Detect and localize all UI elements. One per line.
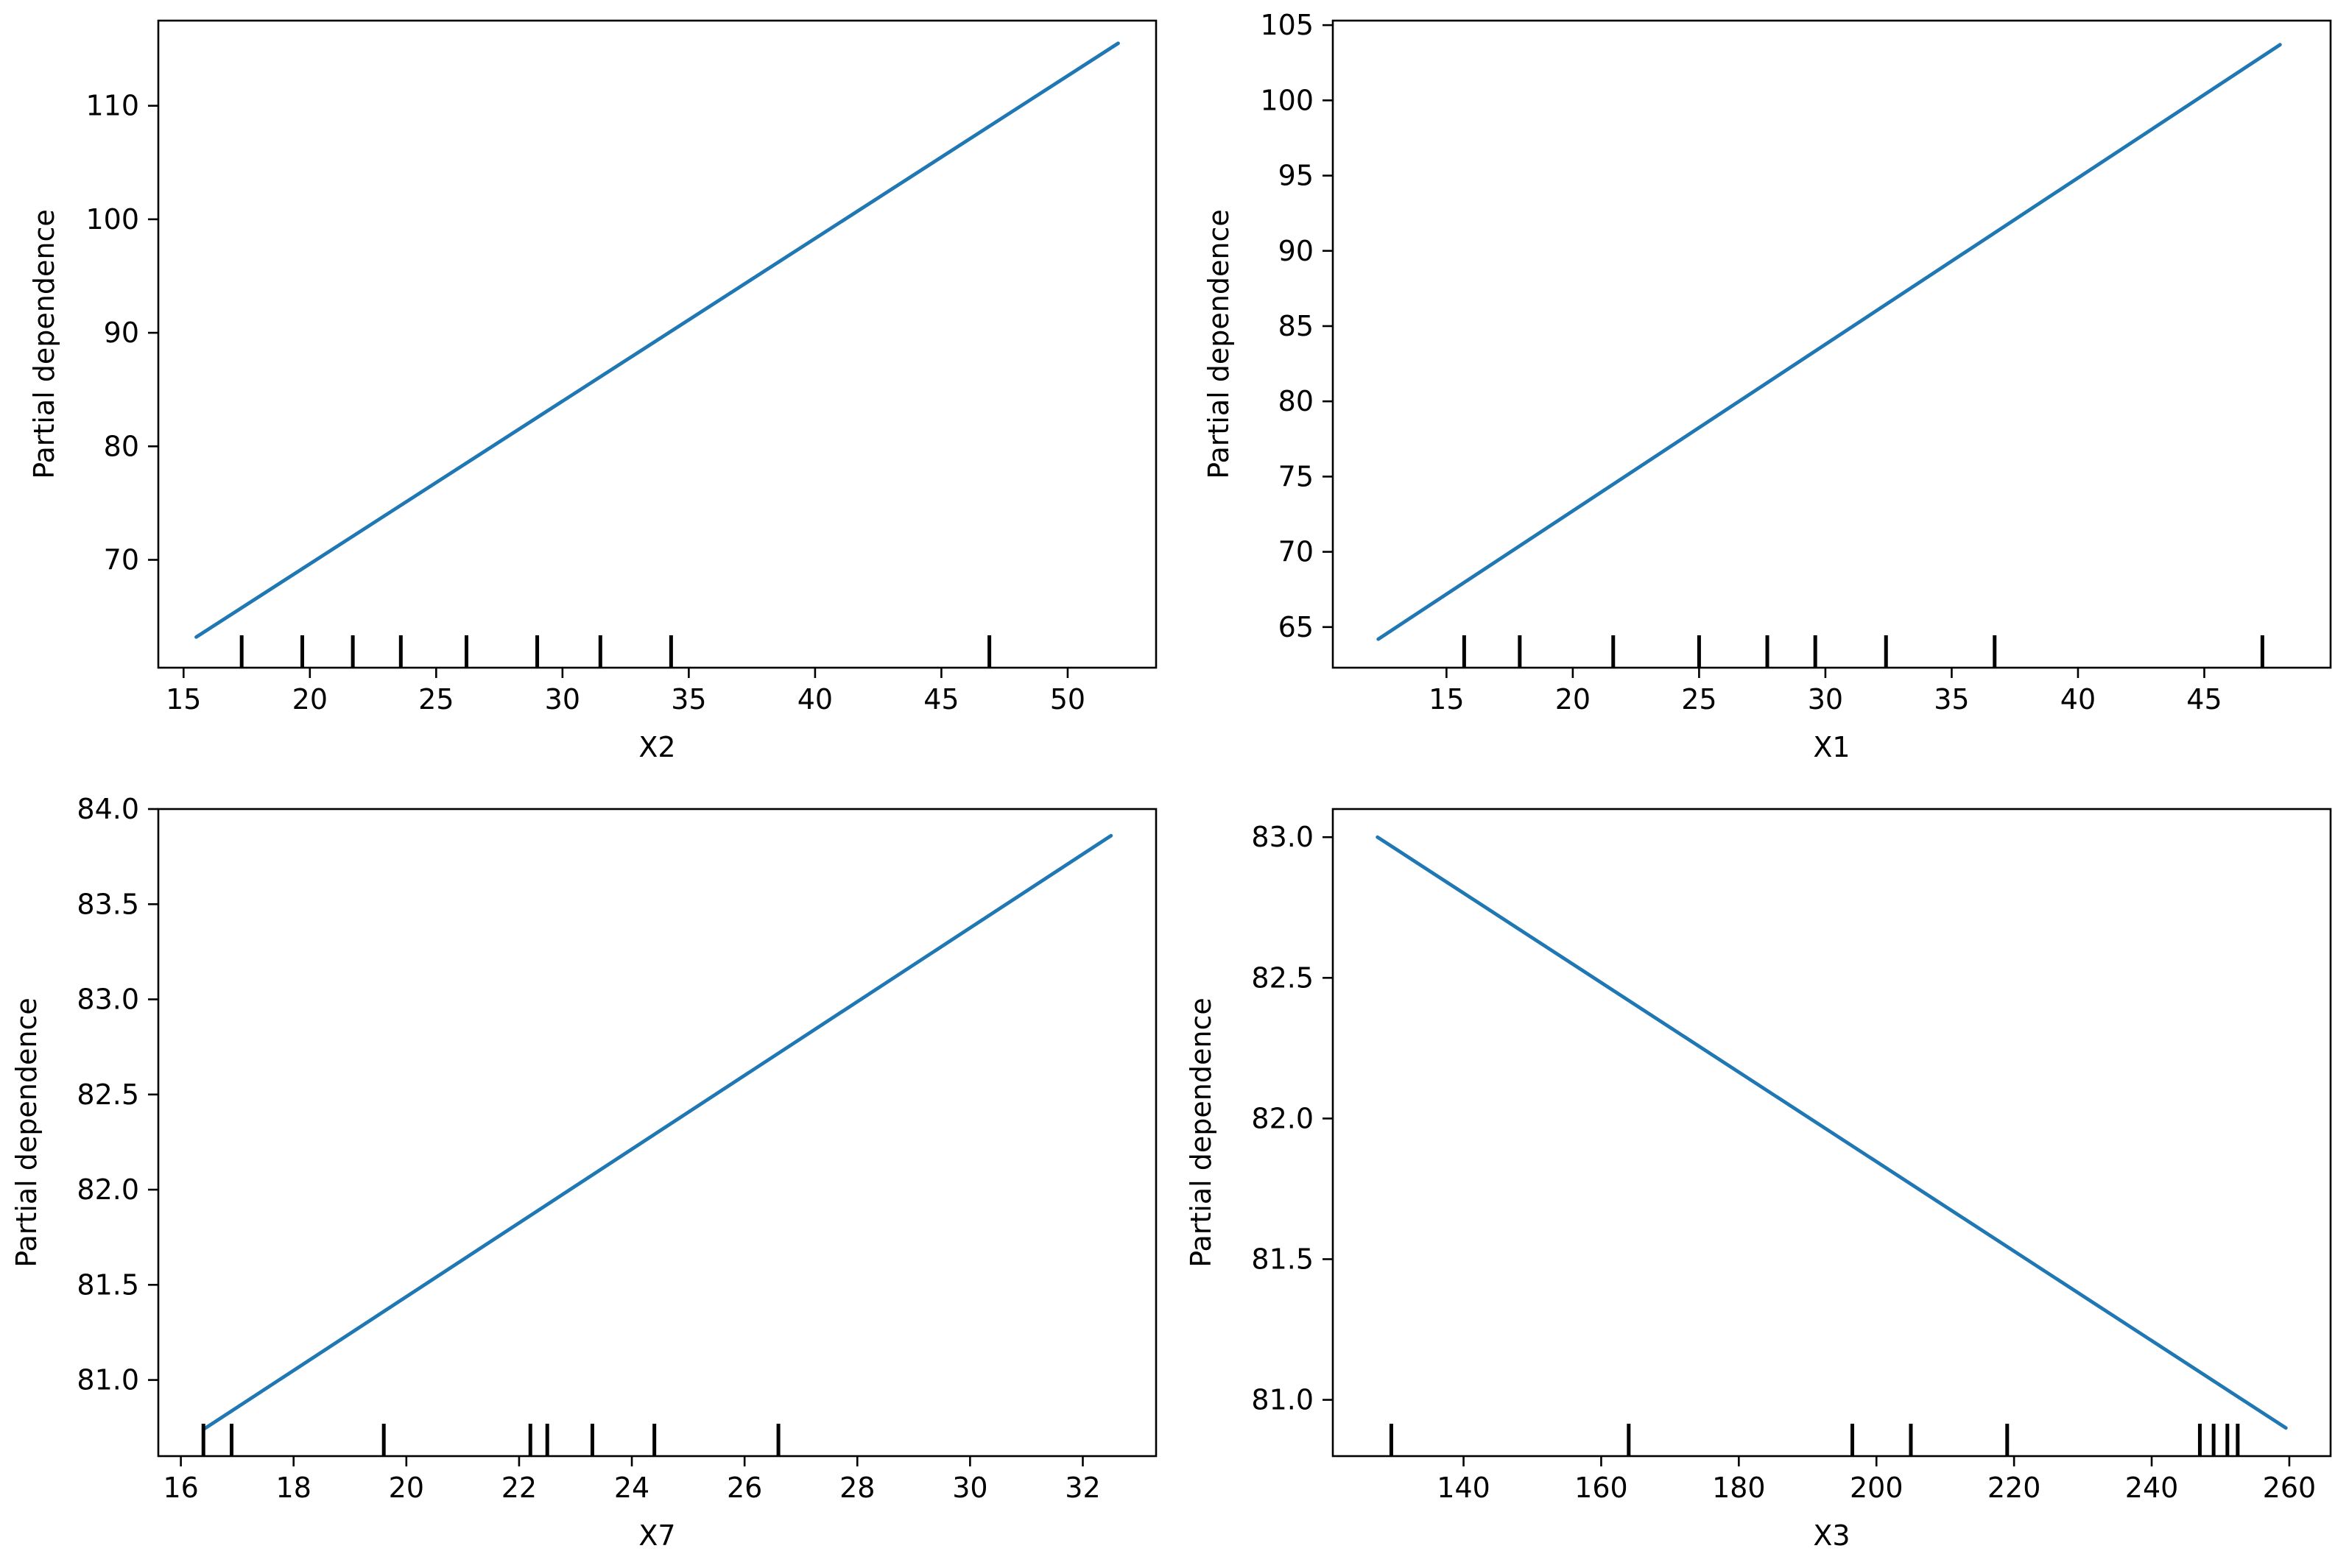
y-tick-label: 82.5 (77, 1078, 139, 1111)
x-tick-label: 15 (166, 683, 201, 716)
x-tick-label: 24 (614, 1472, 649, 1504)
y-tick-label: 90 (104, 317, 139, 349)
x-tick-label: 20 (389, 1472, 424, 1504)
y-tick-label: 83.5 (77, 888, 139, 920)
y-tick-label: 83.0 (1251, 821, 1314, 853)
y-tick-label: 81.5 (77, 1268, 139, 1301)
partial-dependence-line (1376, 43, 2282, 641)
axes-frame (1331, 808, 2332, 1458)
x-tick-label: 240 (2125, 1472, 2179, 1504)
x-tick-label: 30 (1808, 683, 1843, 716)
axes-frame (1331, 19, 2332, 669)
y-tick-label: 75 (1278, 460, 1314, 492)
y-axis-label: Partial dependence (1185, 997, 1217, 1267)
y-tick-label: 65 (1278, 611, 1314, 643)
x-tick-label: 20 (292, 683, 328, 716)
y-axis-label: Partial dependence (28, 209, 60, 478)
y-tick-label: 83.0 (77, 983, 139, 1016)
x-tick-label: 260 (2263, 1472, 2317, 1504)
y-tick-label: 82.0 (1251, 1102, 1314, 1134)
x-tick-label: 220 (1987, 1472, 2041, 1504)
pd-plot-x1: 15 20 25 30 35 40 45 65 70 75 80 85 90 95 100 105 X1 Part… (1202, 9, 2332, 763)
pd-plot-x2: 15 20 25 30 35 40 45 50 70 80 90 100 110 X2 Partial de… (28, 19, 1158, 763)
y-axis-label: Partial dependence (1202, 209, 1235, 478)
partial-dependence-line (1376, 835, 2288, 1430)
y-tick-label: 110 (85, 90, 139, 122)
x-tick-label: 50 (1050, 683, 1085, 716)
x-tick-label: 40 (797, 683, 833, 716)
axes-frame (157, 19, 1158, 669)
x-tick-label: 16 (163, 1472, 198, 1504)
x-tick-label: 35 (1934, 683, 1969, 716)
x-tick-label: 22 (501, 1472, 537, 1504)
y-tick-label: 85 (1278, 310, 1314, 342)
x-tick-label: 25 (418, 683, 454, 716)
x-tick-label: 28 (839, 1472, 875, 1504)
pd-plot-x3: 140 160 180 200 220 240 260 81.0 81.5 82.0 82.5 83.… (1185, 808, 2332, 1552)
x-tick-label: 140 (1437, 1472, 1490, 1504)
y-tick-label: 81.0 (1251, 1384, 1314, 1416)
x-axis-label: X1 (1813, 731, 1850, 763)
x-tick-label: 35 (671, 683, 706, 716)
x-tick-label: 25 (1681, 683, 1716, 716)
x-tick-label: 32 (1065, 1472, 1100, 1504)
x-tick-label: 18 (276, 1472, 311, 1504)
y-tick-label: 70 (1278, 536, 1314, 568)
x-tick-label: 40 (2060, 683, 2096, 716)
y-tick-label: 95 (1278, 160, 1314, 192)
x-tick-label: 160 (1574, 1472, 1628, 1504)
y-tick-label: 100 (85, 203, 139, 236)
y-tick-label: 70 (104, 544, 139, 576)
x-tick-label: 180 (1712, 1472, 1766, 1504)
y-tick-label: 82.0 (77, 1173, 139, 1206)
partial-dependence-line (194, 41, 1120, 639)
axes-frame (157, 808, 1158, 1458)
pd-plot-x7: 16 18 20 22 24 26 28 30 32 81.0 81.5 82.0 82.5 83.0 83… (10, 793, 1158, 1552)
y-tick-label: 81.5 (1251, 1243, 1314, 1275)
y-tick-label: 84.0 (77, 793, 139, 825)
x-tick-label: 200 (1850, 1472, 1904, 1504)
x-axis-label: X7 (638, 1519, 675, 1552)
y-tick-label: 80 (1278, 385, 1314, 417)
x-tick-label: 26 (727, 1472, 762, 1504)
x-tick-label: 45 (923, 683, 959, 716)
y-tick-label: 100 (1260, 84, 1314, 116)
y-tick-label: 105 (1260, 9, 1314, 41)
x-tick-label: 30 (952, 1472, 987, 1504)
y-tick-label: 81.0 (77, 1364, 139, 1396)
x-tick-label: 45 (2186, 683, 2222, 716)
partial-dependence-line (201, 833, 1113, 1432)
x-axis-label: X3 (1813, 1519, 1850, 1552)
x-tick-label: 15 (1429, 683, 1464, 716)
x-axis-label: X2 (638, 731, 675, 763)
y-tick-label: 80 (104, 430, 139, 462)
x-tick-label: 20 (1555, 683, 1591, 716)
y-tick-label: 90 (1278, 235, 1314, 267)
y-axis-label: Partial dependence (10, 997, 43, 1267)
x-tick-label: 30 (545, 683, 580, 716)
y-tick-label: 82.5 (1251, 961, 1314, 994)
